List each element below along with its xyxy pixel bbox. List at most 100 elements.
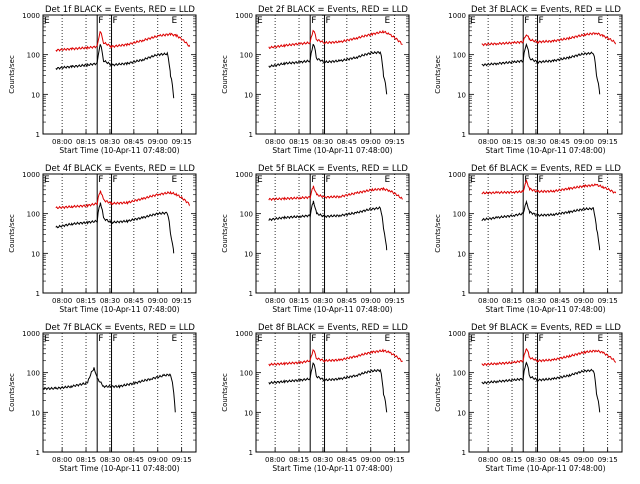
y-tick-label: 10 <box>31 91 40 99</box>
x-tick-label: 08:30 <box>526 456 546 464</box>
x-tick-label: 09:00 <box>574 456 594 464</box>
plot-frame <box>255 14 410 135</box>
marker-label-f: F <box>113 175 118 185</box>
x-tick-label: 08:30 <box>313 297 333 305</box>
y-tick-label: 10 <box>457 250 466 258</box>
x-tick-label: 08:00 <box>52 456 72 464</box>
series-events <box>55 202 175 254</box>
marker-label-e: E <box>172 334 178 344</box>
y-tick-label: 100 <box>27 211 40 219</box>
x-tick-label: 09:15 <box>598 456 618 464</box>
y-tick-label: 1 <box>36 290 40 298</box>
y-tick-label: 1 <box>36 131 40 139</box>
y-tick-label: 1000 <box>235 330 253 338</box>
x-tick-label: 09:15 <box>385 456 405 464</box>
x-tick-label: 08:45 <box>550 297 570 305</box>
x-tick-label: 09:15 <box>172 456 192 464</box>
series-lld <box>268 29 403 50</box>
marker-label-e: E <box>44 175 50 185</box>
y-tick-label: 10 <box>244 409 253 417</box>
marker-label-f: F <box>524 16 529 26</box>
panel-title: Det 8f BLACK = Events, RED = LLD <box>258 323 408 333</box>
panel-det-2: Det 2f BLACK = Events, RED = LLD 1 10 100 10… <box>221 5 410 155</box>
plot-frame <box>42 14 197 135</box>
panel-title: Det 2f BLACK = Events, RED = LLD <box>258 5 408 15</box>
x-tick-label: 09:15 <box>172 297 192 305</box>
x-tick-label: 08:30 <box>313 138 333 146</box>
y-tick-label: 1000 <box>235 12 253 20</box>
y-tick-label: 10 <box>244 250 253 258</box>
x-tick-label: 08:45 <box>337 297 357 305</box>
marker-label-e: E <box>470 175 476 185</box>
marker-label-f: F <box>524 175 529 185</box>
series-lld <box>481 32 617 47</box>
plot-frame <box>42 332 197 453</box>
series-lld <box>481 178 617 195</box>
y-tick-label: 1 <box>462 290 466 298</box>
marker-label-f: F <box>326 16 331 26</box>
y-tick-label: 1000 <box>22 330 40 338</box>
marker-label-e: E <box>385 334 391 344</box>
marker-label-f: F <box>539 16 544 26</box>
x-tick-label: 08:00 <box>265 297 285 305</box>
x-tick-label: 08:30 <box>100 297 120 305</box>
x-axis-label: Start Time (10-Apr-11 07:48:00) <box>59 305 179 314</box>
x-tick-label: 09:00 <box>361 456 381 464</box>
x-tick-label: 08:30 <box>313 456 333 464</box>
x-tick-label: 08:45 <box>124 138 144 146</box>
y-tick-label: 100 <box>27 370 40 378</box>
x-tick-label: 09:15 <box>385 138 405 146</box>
x-tick-label: 09:00 <box>574 138 594 146</box>
series-lld <box>268 348 404 367</box>
plot-frame <box>468 173 623 294</box>
panel-det-6: Det 6f BLACK = Events, RED = LLD 1 10 100 10… <box>434 164 623 314</box>
x-tick-label: 09:15 <box>172 138 192 146</box>
x-tick-label: 08:15 <box>76 138 96 146</box>
x-tick-label: 09:15 <box>598 138 618 146</box>
series-events <box>268 43 388 95</box>
x-tick-label: 08:00 <box>478 138 498 146</box>
y-tick-label: 10 <box>457 409 466 417</box>
panel-title: Det 7f BLACK = Events, RED = LLD <box>45 323 195 333</box>
x-tick-label: 08:15 <box>289 297 309 305</box>
series-lld <box>55 30 191 52</box>
y-tick-label: 1 <box>462 131 466 139</box>
series-events <box>42 367 176 413</box>
x-tick-label: 08:45 <box>550 456 570 464</box>
x-tick-label: 08:15 <box>502 138 522 146</box>
x-axis-label: Start Time (10-Apr-11 07:48:00) <box>59 464 179 473</box>
plot-frame <box>42 173 197 294</box>
marker-label-f: F <box>311 334 316 344</box>
series-lld <box>55 190 191 210</box>
panel-det-1: Det 1f BLACK = Events, RED = LLD 1 10 100 10… <box>8 5 197 155</box>
marker-label-f: F <box>524 334 529 344</box>
x-tick-label: 09:00 <box>148 297 168 305</box>
series-events <box>481 199 601 251</box>
y-tick-label: 100 <box>453 211 466 219</box>
y-axis-label: Counts/sec <box>221 373 229 412</box>
y-tick-label: 1000 <box>235 171 253 179</box>
panel-title: Det 4f BLACK = Events, RED = LLD <box>45 164 195 174</box>
y-tick-label: 10 <box>244 91 253 99</box>
marker-label-e: E <box>172 175 178 185</box>
y-axis-label: Counts/sec <box>8 55 16 94</box>
x-axis-label: Start Time (10-Apr-11 07:48:00) <box>485 146 605 155</box>
x-tick-label: 08:15 <box>289 138 309 146</box>
panel-title: Det 9f BLACK = Events, RED = LLD <box>471 323 621 333</box>
marker-label-e: E <box>257 175 263 185</box>
y-tick-label: 1 <box>249 131 253 139</box>
panel-det-9: Det 9f BLACK = Events, RED = LLD 1 10 100 10… <box>434 323 623 473</box>
y-tick-label: 1 <box>249 449 253 457</box>
series-lld <box>481 348 617 367</box>
marker-label-f: F <box>98 334 103 344</box>
x-tick-label: 08:30 <box>100 456 120 464</box>
marker-label-e: E <box>470 334 476 344</box>
y-tick-label: 1000 <box>448 171 466 179</box>
y-axis-label: Counts/sec <box>434 55 442 94</box>
marker-label-f: F <box>326 334 331 344</box>
panel-title: Det 6f BLACK = Events, RED = LLD <box>471 164 621 174</box>
y-tick-label: 100 <box>453 52 466 60</box>
y-tick-label: 100 <box>240 211 253 219</box>
x-tick-label: 08:00 <box>265 138 285 146</box>
